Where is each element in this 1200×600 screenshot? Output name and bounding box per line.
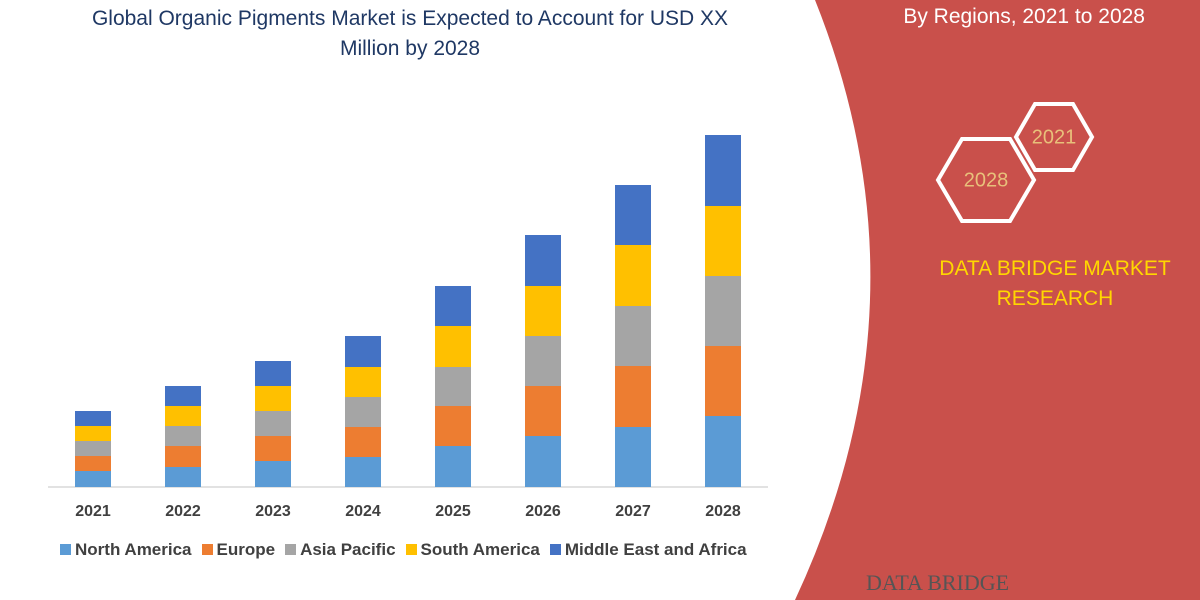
logo-text: DATA BRIDGE: [866, 570, 1010, 595]
legend-label: North America: [75, 540, 192, 559]
bar-segment: [165, 386, 201, 406]
bar-segment: [705, 135, 741, 206]
legend-item: Middle East and Africa: [549, 540, 747, 560]
x-tick-label: 2022: [165, 503, 201, 520]
legend-swatch: [285, 544, 297, 555]
side-panel: [795, 0, 1200, 600]
x-tick-label: 2023: [255, 503, 291, 520]
bar-segment: [705, 416, 741, 487]
legend-swatch: [405, 544, 417, 555]
legend-item: North America: [60, 540, 192, 560]
legend-item: South America: [405, 540, 540, 560]
legend: North America Europe Asia Pacific South Ame…: [60, 540, 747, 560]
bar-segment: [345, 427, 381, 457]
bar-segment: [255, 386, 291, 411]
bar-segment: [255, 436, 291, 461]
bar-segment: [255, 461, 291, 487]
bar-segment: [525, 436, 561, 487]
bar-segment: [525, 386, 561, 436]
badge-text: 2021: [1032, 126, 1077, 148]
legend-item: Asia Pacific: [285, 540, 396, 560]
bar-segment: [615, 366, 651, 427]
bar-segment: [435, 367, 471, 406]
bar-segment: [75, 471, 111, 487]
legend-label: Europe: [216, 540, 276, 559]
bar-segment: [525, 235, 561, 286]
badge-hexagon: [935, 137, 1037, 223]
bar-segment: [345, 457, 381, 487]
bar-segment: [75, 411, 111, 426]
bar-segment: [165, 446, 201, 467]
legend-item: Europe: [201, 540, 276, 560]
x-tick-label: 2021: [75, 503, 111, 520]
bar-segment: [615, 306, 651, 366]
bar-segment: [435, 446, 471, 487]
bar-segment: [615, 185, 651, 245]
bar-segment: [705, 276, 741, 346]
legend-label: South America: [420, 540, 540, 559]
bar-segment: [525, 286, 561, 336]
legend-label: Asia Pacific: [300, 540, 396, 559]
x-tick-label: 2028: [705, 503, 741, 520]
x-tick-label: 2026: [525, 503, 561, 520]
bar-segment: [705, 346, 741, 416]
badge-hexagon: [1013, 102, 1095, 172]
bar-segment: [165, 467, 201, 487]
x-tick-label: 2027: [615, 503, 651, 520]
bar-segment: [435, 286, 471, 326]
legend-swatch: [60, 544, 71, 555]
bar-segment: [435, 326, 471, 367]
chart-title: Global Organic Pigments Market is Expect…: [91, 7, 729, 60]
brand-name: DATA BRIDGE MARKET RESEARCH: [939, 257, 1171, 310]
legend-swatch: [549, 544, 561, 555]
bar-segment: [165, 406, 201, 426]
bar-segment: [75, 456, 111, 471]
bar-segment: [345, 336, 381, 367]
badge-text: 2028: [964, 169, 1009, 191]
bar-segment: [705, 206, 741, 276]
bar-segment: [165, 426, 201, 446]
bar-segment: [255, 361, 291, 386]
x-tick-label: 2025: [435, 503, 471, 520]
bar-segment: [345, 367, 381, 397]
panel-subtitle: By Regions, 2021 to 2028: [903, 5, 1145, 28]
x-tick-label: 2024: [345, 503, 381, 520]
bar-segment: [75, 426, 111, 441]
bar-segment: [435, 406, 471, 446]
bar-segment: [75, 441, 111, 456]
legend-label: Middle East and Africa: [564, 540, 747, 559]
bar-segment: [525, 336, 561, 386]
bar-segment: [615, 427, 651, 487]
bar-segment: [345, 397, 381, 427]
legend-swatch: [201, 544, 213, 555]
bar-segment: [255, 411, 291, 436]
bar-segment: [615, 245, 651, 306]
